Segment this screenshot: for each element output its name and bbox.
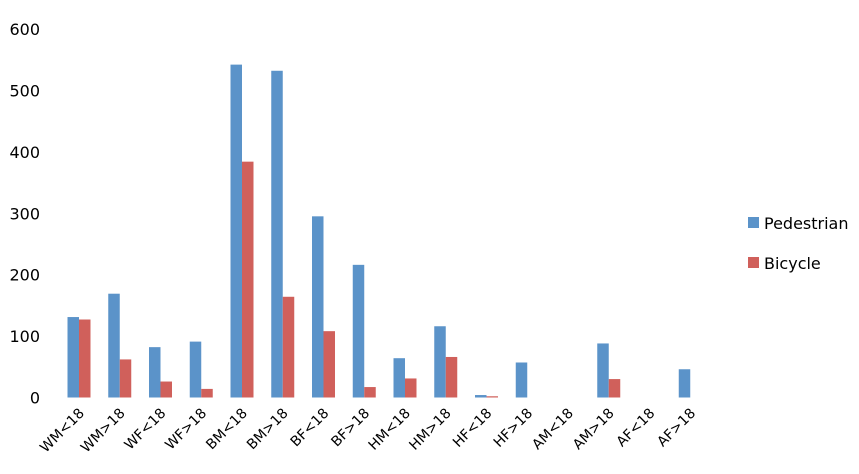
bar-pedestrian: [149, 347, 161, 398]
bars: [67, 64, 691, 398]
bar-bicycle: [242, 161, 254, 398]
y-tick-label: 300: [9, 204, 40, 223]
bar-pedestrian: [393, 358, 405, 398]
x-tick-label: HF<18: [450, 406, 495, 451]
bar-bicycle: [445, 356, 458, 398]
x-tick-label: AM<18: [529, 406, 577, 454]
legend-label-bicycle: Bicycle: [764, 254, 821, 273]
x-tick-label: BF<18: [288, 406, 333, 451]
y-tick-label: 100: [9, 327, 40, 346]
x-tick-label: AF<18: [614, 406, 659, 451]
bar-pedestrian: [352, 264, 365, 398]
y-axis-ticks: 0 100 200 300 400 500 600: [9, 20, 40, 408]
x-tick-label: HF>18: [491, 406, 536, 451]
bar-pedestrian: [271, 70, 283, 398]
x-tick-label: WF>18: [162, 406, 210, 454]
bar-pedestrian: [515, 362, 528, 398]
x-tick-label: HM<18: [366, 406, 414, 454]
y-tick-label: 0: [30, 389, 40, 408]
y-tick-label: 500: [9, 81, 40, 100]
y-tick-label: 200: [9, 266, 40, 285]
bar-pedestrian: [678, 369, 691, 398]
x-tick-label: AM>18: [570, 406, 618, 454]
bar-bicycle: [364, 387, 376, 398]
bar-pedestrian: [230, 64, 242, 398]
x-axis-ticks: WM<18WM>18WF<18WF>18BM<18BM>18BF<18BF>18…: [37, 406, 699, 457]
bar-pedestrian: [597, 343, 609, 398]
legend-swatch-bicycle: [748, 257, 759, 268]
bar-pedestrian: [475, 395, 487, 398]
bar-pedestrian: [189, 341, 202, 398]
bar-bicycle: [486, 396, 498, 398]
bar-bicycle: [79, 319, 91, 398]
bar-bicycle: [405, 378, 417, 398]
bar-bicycle: [119, 359, 132, 398]
legend: Pedestrian Bicycle: [748, 214, 849, 273]
bar-bicycle: [201, 388, 213, 398]
bar-pedestrian: [434, 326, 446, 398]
bar-pedestrian: [108, 293, 120, 398]
x-tick-label: WF<18: [122, 406, 170, 454]
y-tick-label: 600: [9, 20, 40, 39]
x-tick-label: HM>18: [406, 406, 454, 454]
bar-bicycle: [608, 379, 621, 398]
x-tick-label: AF>18: [654, 406, 699, 451]
x-tick-label: BM>18: [244, 406, 292, 454]
x-tick-label: WM<18: [37, 406, 88, 457]
bar-bicycle: [323, 331, 335, 398]
legend-label-pedestrian: Pedestrian: [764, 214, 849, 233]
bar-pedestrian: [312, 216, 324, 398]
bar-bicycle: [160, 381, 172, 398]
x-tick-label: WM>18: [78, 406, 129, 457]
bar-bicycle: [282, 296, 295, 398]
x-tick-label: BM<18: [203, 406, 251, 454]
legend-swatch-pedestrian: [748, 217, 759, 228]
y-tick-label: 400: [9, 143, 40, 162]
bar-pedestrian: [67, 317, 79, 398]
